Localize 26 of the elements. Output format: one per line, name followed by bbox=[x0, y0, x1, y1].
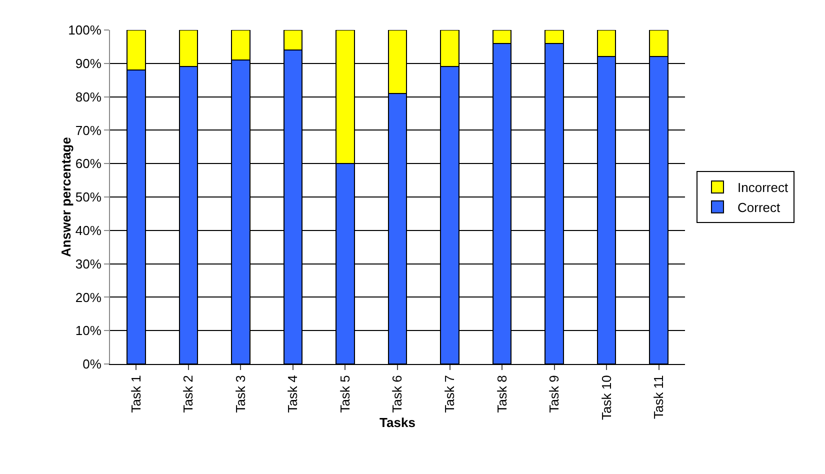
x-tick-label: Task 2 bbox=[180, 375, 196, 413]
y-tick-label: 20% bbox=[75, 290, 102, 305]
y-tick-label: 10% bbox=[75, 323, 102, 338]
x-tick-label: Task 10 bbox=[598, 375, 614, 420]
x-tick-label: Task 7 bbox=[442, 375, 457, 413]
x-axis-title: Tasks bbox=[380, 414, 416, 430]
legend-label: Incorrect bbox=[738, 180, 788, 196]
y-tick-label: 90% bbox=[75, 56, 102, 71]
x-tick-label: Task 5 bbox=[337, 375, 352, 413]
y-tick-label: 70% bbox=[75, 122, 102, 138]
y-tick-label: 0% bbox=[82, 356, 102, 372]
y-tick-label: 30% bbox=[75, 256, 102, 272]
x-tick-label: Task 6 bbox=[390, 375, 405, 413]
y-axis-title: Answer percentage bbox=[58, 137, 74, 257]
x-tick-label: Task 3 bbox=[232, 375, 248, 413]
y-tick-label: 50% bbox=[75, 190, 102, 205]
x-tick-label: Task 11 bbox=[651, 375, 666, 420]
y-tick-label: 40% bbox=[75, 222, 102, 238]
x-tick-label: Task 8 bbox=[494, 375, 510, 413]
x-tick-label: Task 4 bbox=[285, 375, 300, 413]
y-tick-label: 100% bbox=[68, 22, 102, 38]
legend-label: Correct bbox=[738, 200, 781, 215]
x-tick-label: Task 9 bbox=[546, 375, 562, 413]
y-tick-label: 80% bbox=[75, 89, 102, 104]
y-tick-label: 60% bbox=[75, 156, 102, 172]
x-tick-label: Task 1 bbox=[128, 375, 144, 413]
